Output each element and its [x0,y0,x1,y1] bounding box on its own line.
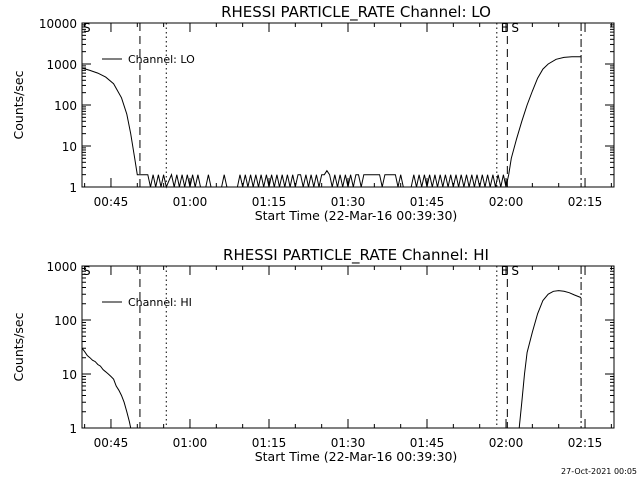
time-marker-label: S [511,21,519,35]
y-axis-label: Counts/sec [11,312,26,381]
chart-title: RHESSI PARTICLE_RATE Channel: HI [223,246,489,265]
legend-label: Channel: HI [128,296,192,309]
time-marker-label: E [501,21,509,35]
y-axis-label: Counts/sec [11,70,26,139]
x-tick-label: 01:30 [331,436,366,450]
x-tick-label: 01:45 [410,436,445,450]
time-marker-label: S [511,264,519,278]
x-tick-label: 00:45 [94,436,129,450]
x-tick-label: 01:15 [252,436,287,450]
x-tick-label: 00:45 [94,195,129,209]
x-tick-label: 02:15 [568,195,603,209]
y-tick-label: 100 [54,314,77,328]
time-marker-label: E [501,264,509,278]
chart-title: RHESSI PARTICLE_RATE Channel: LO [221,3,491,22]
y-tick-label: 1000 [46,58,77,72]
y-tick-label: 1 [69,422,77,436]
x-axis-label: Start Time (22-Mar-16 00:39:30) [255,208,458,223]
x-tick-label: 01:15 [252,195,287,209]
x-tick-label: 01:30 [331,195,366,209]
x-axis-label: Start Time (22-Mar-16 00:39:30) [255,449,458,464]
x-tick-label: 01:00 [173,436,208,450]
time-marker-label: S [83,21,91,35]
y-tick-label: 10000 [39,17,77,31]
y-tick-label: 10 [62,140,77,154]
footer-timestamp: 27-Oct-2021 00:05 [561,467,637,476]
x-tick-label: 02:15 [568,436,603,450]
y-tick-label: 1 [69,181,77,195]
y-tick-label: 10 [62,368,77,382]
x-tick-label: 02:00 [489,436,524,450]
series-line [81,56,582,189]
x-tick-label: 01:00 [173,195,208,209]
time-marker-label: S [83,264,91,278]
legend-label: Channel: LO [128,53,195,66]
y-tick-label: 100 [54,99,77,113]
hi-channel-panel: RHESSI PARTICLE_RATE Channel: HIS E S11010… [11,246,615,464]
y-tick-label: 1000 [46,260,77,274]
x-tick-label: 01:45 [410,195,445,209]
lo-channel-panel: RHESSI PARTICLE_RATE Channel: LOS E S11010… [11,3,615,223]
x-tick-label: 02:00 [489,195,524,209]
series-line [81,290,582,429]
